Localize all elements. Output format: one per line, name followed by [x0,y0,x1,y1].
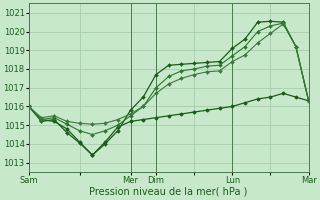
X-axis label: Pression niveau de la mer( hPa ): Pression niveau de la mer( hPa ) [90,187,248,197]
